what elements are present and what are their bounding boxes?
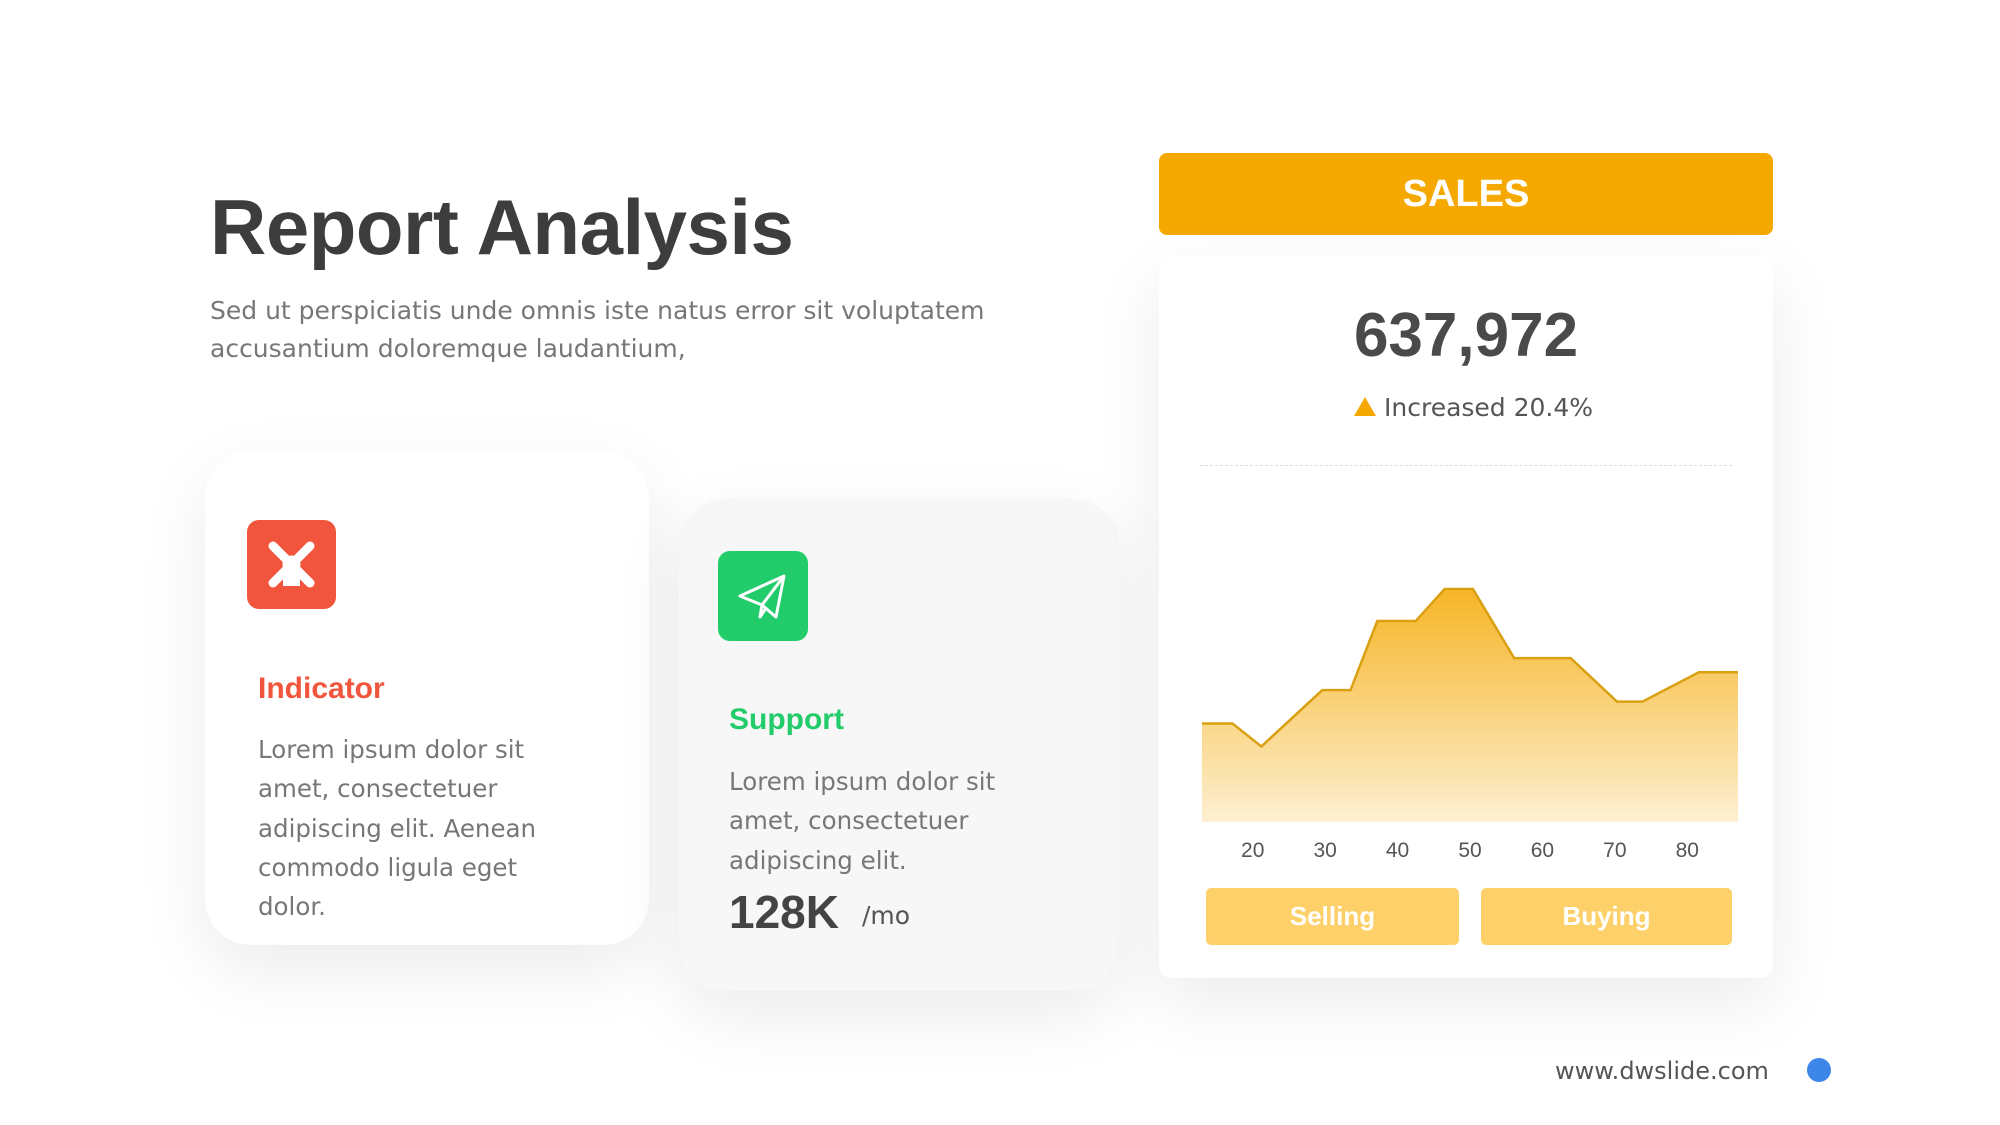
selling-button[interactable]: Selling bbox=[1206, 888, 1459, 945]
text-line: adipiscing elit. Aenean bbox=[258, 813, 537, 843]
card-text: Lorem ipsum dolor sit amet, consectetuer a… bbox=[258, 730, 536, 926]
card-title: Indicator bbox=[258, 672, 385, 705]
stat-unit: /mo bbox=[862, 901, 911, 930]
icon-glyph bbox=[738, 574, 786, 619]
subtitle-line: Sed ut perspiciatis unde omnis iste natu… bbox=[210, 296, 985, 325]
text-line: adipiscing elit. bbox=[729, 845, 907, 875]
sales-total: 637,972 bbox=[1353, 301, 1579, 370]
divider bbox=[1200, 465, 1732, 466]
increase-arrow bbox=[1354, 397, 1376, 416]
text-line: dolor. bbox=[258, 892, 326, 922]
sales-change: Increased 20.4% bbox=[1384, 393, 1594, 422]
text-line: Lorem ipsum dolor sit bbox=[258, 735, 525, 764]
buying-button[interactable]: Buying bbox=[1481, 888, 1732, 945]
footer-dot bbox=[1807, 1058, 1831, 1082]
text-line: amet, consectetuer bbox=[729, 806, 969, 836]
footer-url: www.dwslide.com bbox=[1555, 1057, 1769, 1085]
title: Report Analysis bbox=[210, 183, 794, 271]
text-line: amet, consectetuer bbox=[258, 774, 498, 804]
card-text: Lorem ipsum dolor sit amet, consectetuer a… bbox=[729, 762, 995, 880]
icon-glyph bbox=[268, 541, 315, 588]
subtitle-line: accusantium doloremque laudantium, bbox=[210, 334, 686, 363]
text-line: Lorem ipsum dolor sit bbox=[729, 767, 996, 796]
stat-value: 128K bbox=[729, 886, 839, 938]
indicator-icon bbox=[247, 520, 336, 609]
text-line: commodo ligula eget bbox=[258, 852, 518, 882]
sales-header: SALES bbox=[1159, 153, 1773, 235]
card-title: Support bbox=[729, 703, 844, 736]
support-icon bbox=[718, 551, 808, 641]
